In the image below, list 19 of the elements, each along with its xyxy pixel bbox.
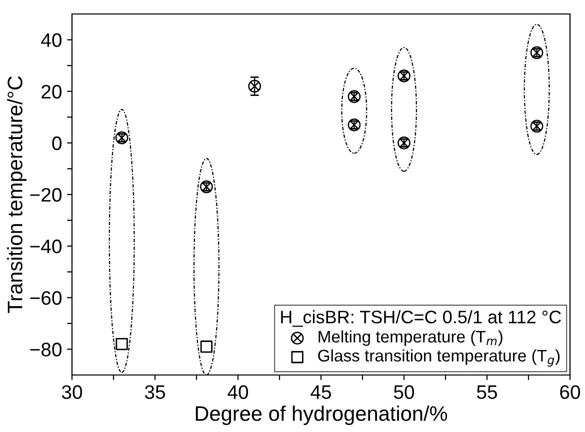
x-tick-label: 60 bbox=[560, 385, 580, 400]
y-tick-label: 20 bbox=[42, 84, 62, 99]
x-tick-label: 45 bbox=[310, 385, 331, 400]
y-tick-label: 40 bbox=[41, 33, 62, 48]
legend-label: Glass transition temperature (T$_{g}$) bbox=[318, 349, 560, 367]
x-tick-label: 30 bbox=[62, 385, 82, 400]
x-axis-title: Degree of hydrogenation/% bbox=[196, 406, 448, 426]
y-tick-label: −80 bbox=[30, 342, 62, 356]
x-tick-label: 35 bbox=[144, 385, 165, 400]
y-tick-label: −20 bbox=[30, 188, 62, 202]
x-tick-label: 50 bbox=[394, 385, 414, 400]
legend-label: Melting temperature (T$_{m}$) bbox=[318, 330, 502, 346]
x-tick-label: 55 bbox=[476, 385, 497, 400]
y-axis-title: Transition temperature/°C bbox=[7, 76, 27, 314]
y-tick-label: 0 bbox=[52, 136, 62, 150]
y-tick-label: −60 bbox=[30, 291, 62, 305]
y-tick-label: −40 bbox=[30, 240, 62, 254]
x-tick-label: 40 bbox=[228, 385, 248, 400]
legend-title: H_cisBR: TSH/C=C 0.5/1 at 112 °C bbox=[281, 310, 561, 327]
